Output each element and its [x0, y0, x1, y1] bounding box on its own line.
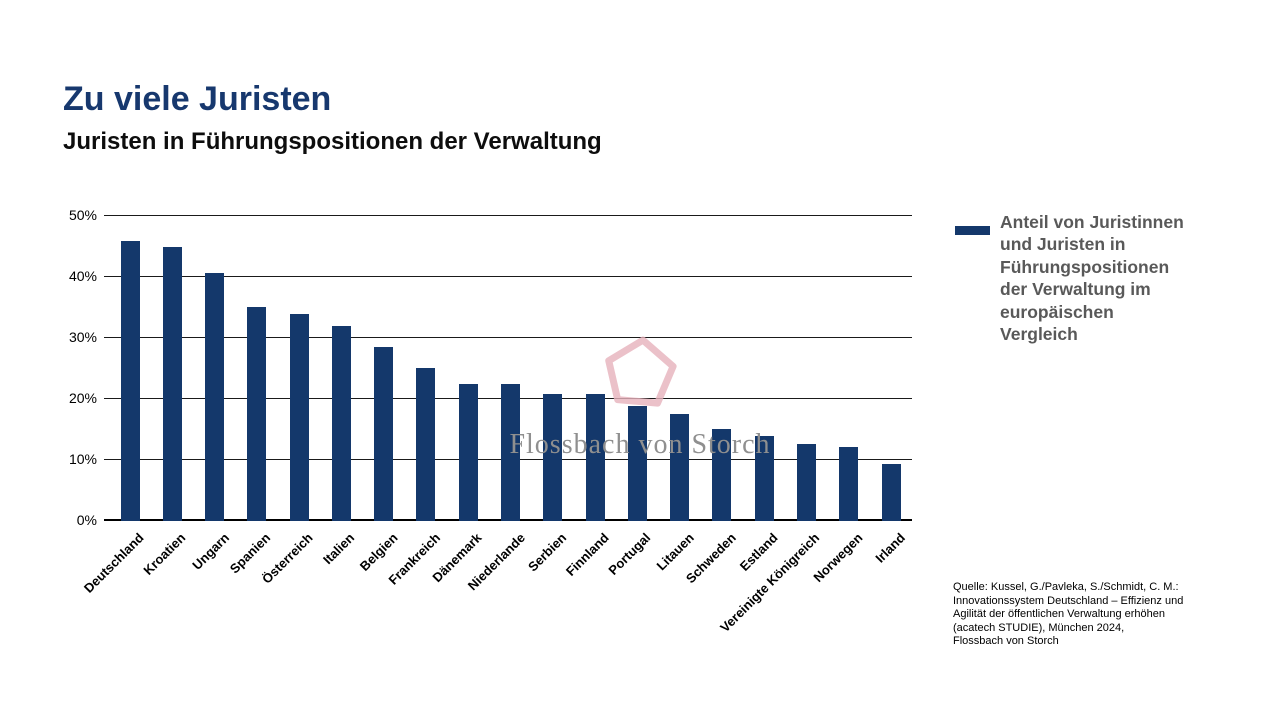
gridline-30	[104, 337, 912, 338]
bar-chart-plot-area	[104, 215, 912, 521]
bar-irland	[882, 464, 901, 521]
bar-schweden	[712, 429, 731, 521]
source-citation: Quelle: Kussel, G./Pavleka, S./Schmidt, …	[953, 581, 1184, 647]
bar-italien	[332, 326, 351, 521]
y-tick-label-10: 10%	[68, 451, 97, 467]
bar-spanien	[247, 307, 266, 521]
x-label-finnland: Finnland	[562, 530, 612, 579]
y-tick-label-40: 40%	[68, 268, 97, 284]
bar-litauen	[670, 414, 689, 521]
bar-serbien	[543, 394, 562, 521]
x-label-irland: Irland	[871, 530, 908, 566]
x-label-portugal: Portugal	[605, 530, 654, 578]
bar-d-nemark	[459, 384, 478, 521]
bar-ungarn	[205, 273, 224, 521]
bar-vereinigte-k-nigreich	[797, 444, 816, 521]
x-label-kroatien: Kroatien	[140, 530, 189, 578]
bar-deutschland	[121, 241, 140, 521]
page-title: Zu viele Juristen	[63, 80, 332, 118]
bar-finnland	[586, 394, 605, 521]
bar-belgien	[374, 347, 393, 521]
page-subtitle: Juristen in Führungspositionen der Verwa…	[63, 128, 602, 155]
y-tick-label-20: 20%	[68, 390, 97, 406]
legend-swatch	[955, 226, 990, 235]
bar-niederlande	[501, 384, 520, 521]
y-tick-label-0: 0%	[76, 512, 97, 528]
x-label-italien: Italien	[320, 530, 358, 568]
y-tick-label-30: 30%	[68, 329, 97, 345]
gridline-40	[104, 276, 912, 277]
y-tick-label-50: 50%	[68, 207, 97, 223]
bar-portugal	[628, 406, 647, 521]
bar--sterreich	[290, 314, 309, 521]
bar-kroatien	[163, 247, 182, 521]
bar-norwegen	[839, 447, 858, 521]
bar-estland	[755, 436, 774, 521]
x-label-ungarn: Ungarn	[188, 530, 232, 573]
bar-frankreich	[416, 368, 435, 521]
gridline-50	[104, 215, 912, 216]
legend-label: Anteil von Juristinnen und Juristen in F…	[1000, 212, 1184, 345]
x-label-deutschland: Deutschland	[80, 530, 147, 596]
